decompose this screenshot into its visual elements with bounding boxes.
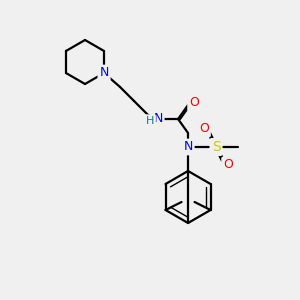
Text: N: N [183, 140, 193, 154]
Text: H: H [146, 116, 154, 126]
Text: O: O [199, 122, 209, 136]
Text: S: S [212, 140, 220, 154]
Text: N: N [153, 112, 163, 125]
Text: N: N [99, 67, 109, 80]
Text: O: O [223, 158, 233, 172]
Text: O: O [189, 97, 199, 110]
